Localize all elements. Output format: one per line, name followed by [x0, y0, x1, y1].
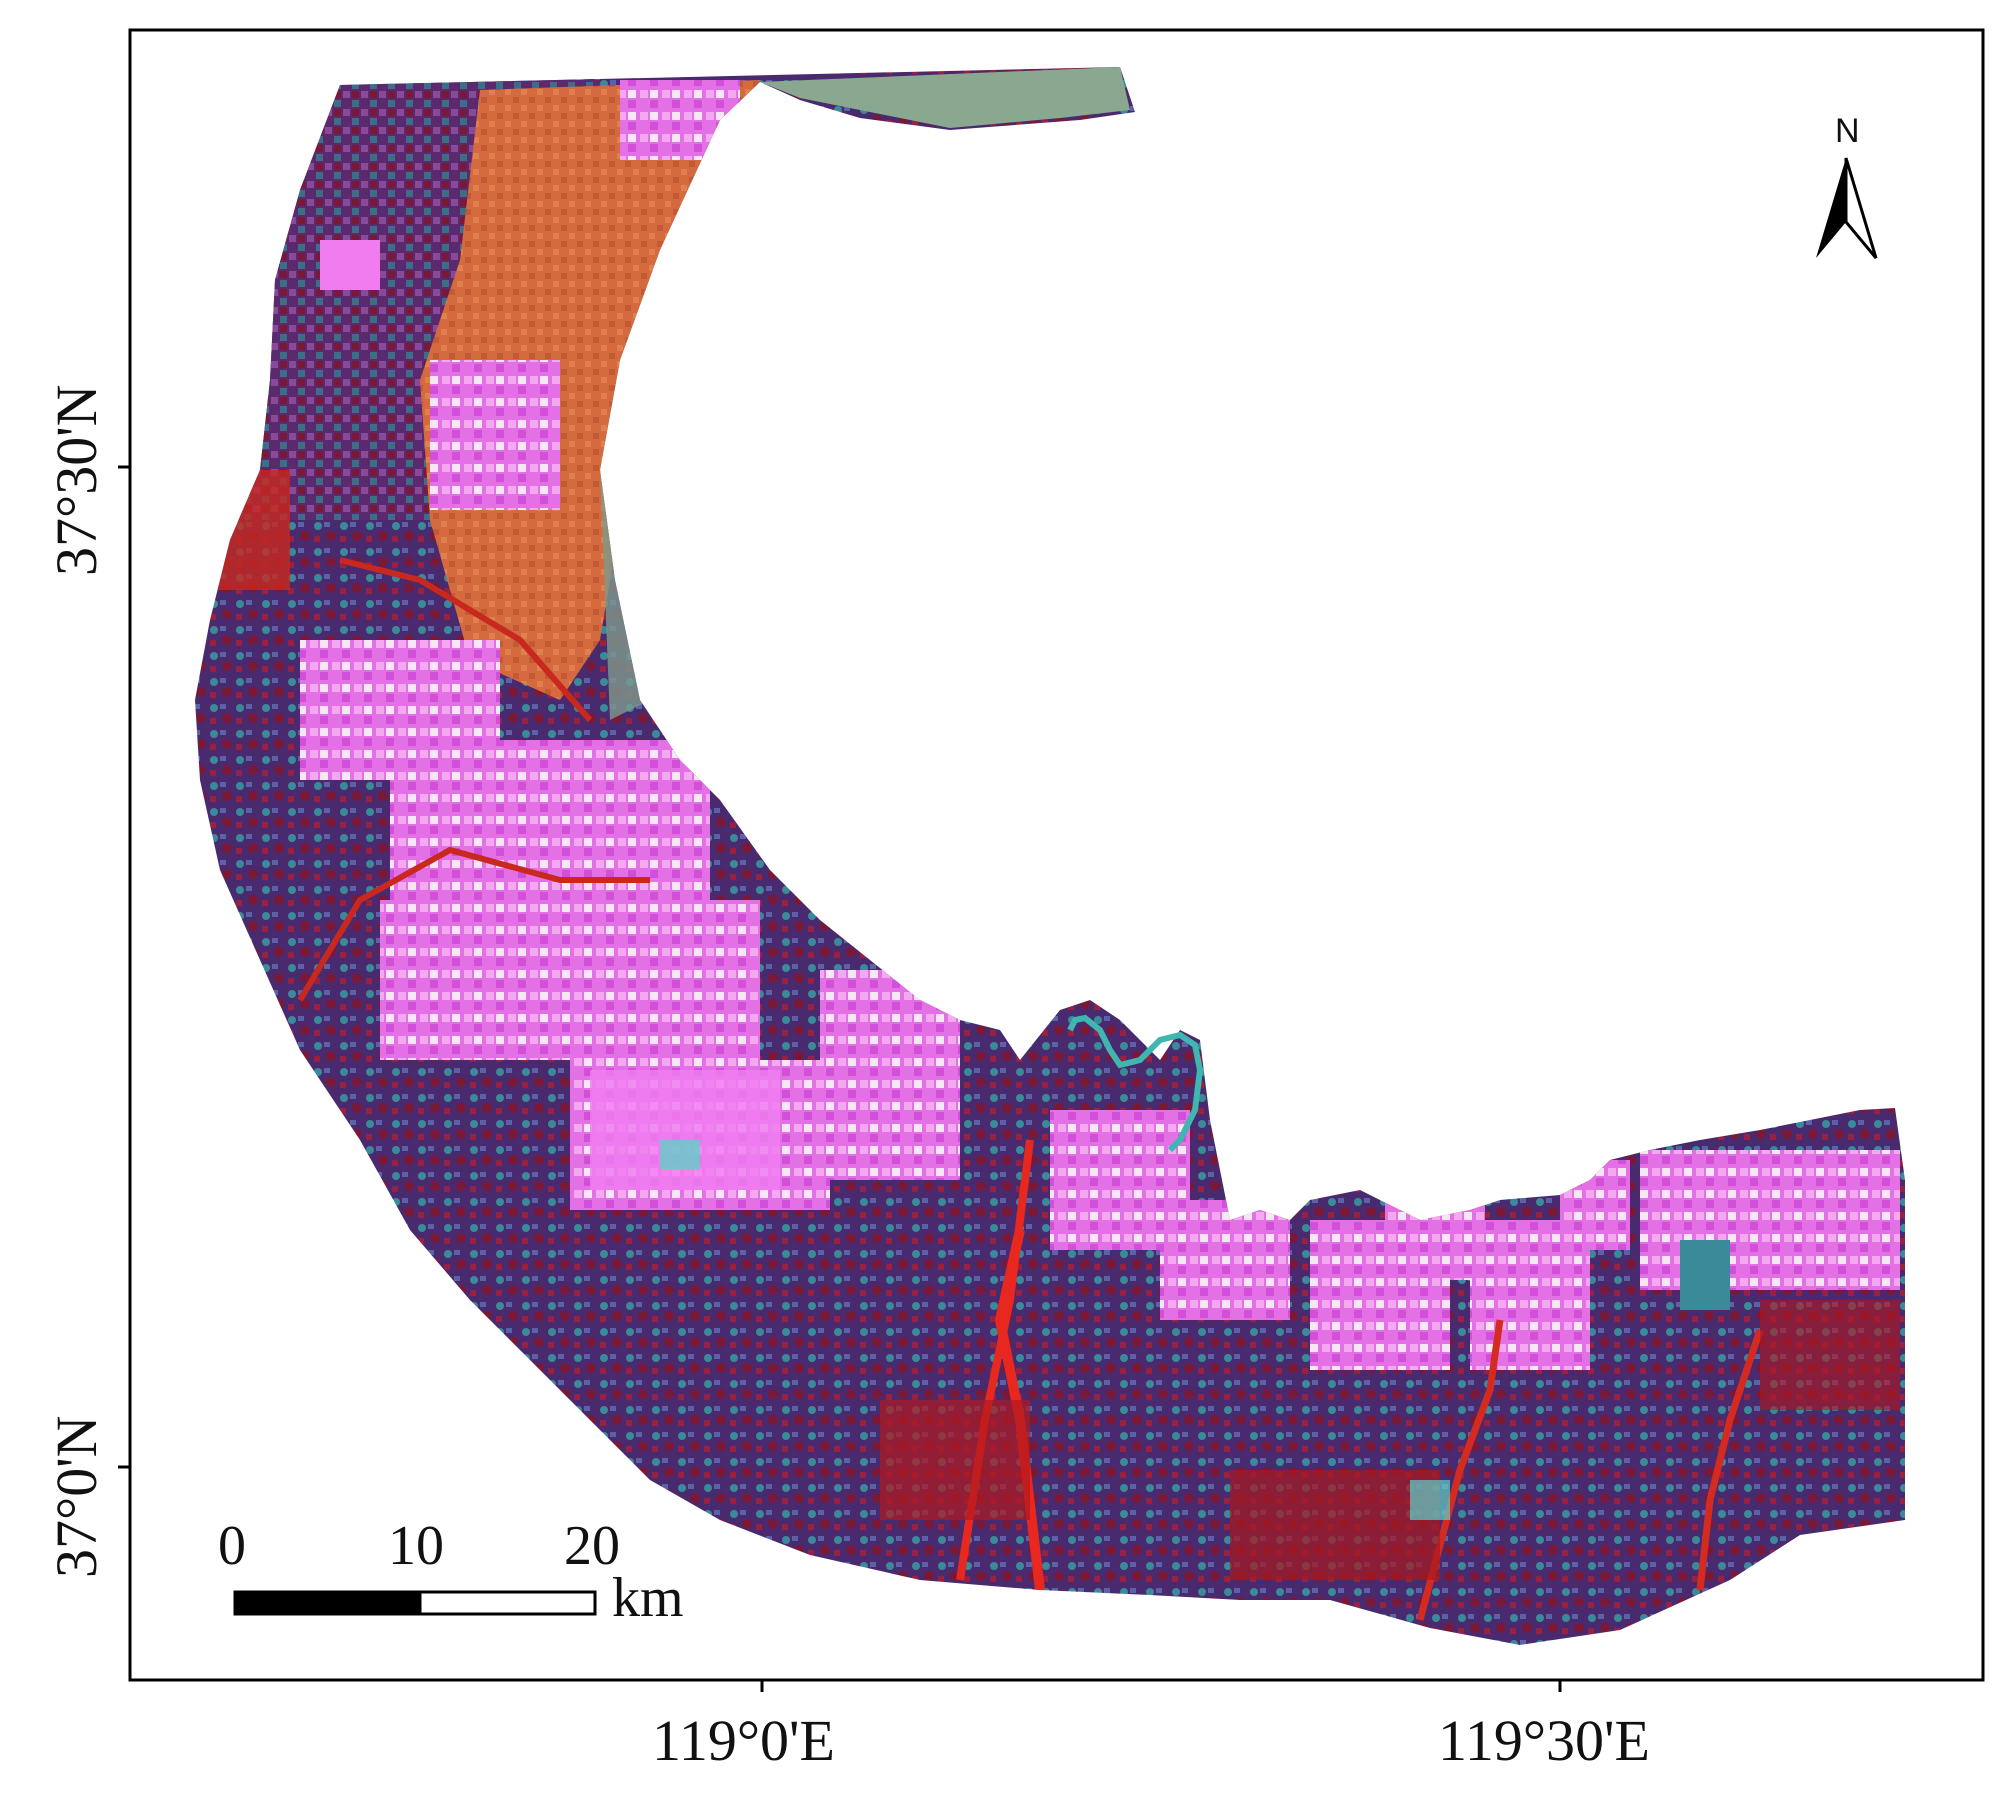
river-loop: [1067, 1014, 1204, 1153]
land-raster: [195, 67, 1905, 1645]
lat-label-37-30: 37°30'N: [44, 384, 109, 576]
lon-label-119-30: 119°30'E: [1438, 1708, 1650, 1773]
scale-tick-20: 20: [564, 1515, 620, 1577]
scale-tick-10: 10: [388, 1515, 444, 1577]
lat-label-37-00: 37°0'N: [44, 1415, 109, 1578]
north-arrow-icon: [1816, 157, 1878, 259]
lon-label-119-00: 119°0'E: [652, 1708, 835, 1773]
map-frame: [128, 28, 1985, 1682]
scale-tick-0: 0: [218, 1515, 246, 1577]
scale-unit: km: [612, 1567, 684, 1629]
scale-bar: [233, 1590, 597, 1616]
north-letter: N: [1835, 112, 1860, 150]
